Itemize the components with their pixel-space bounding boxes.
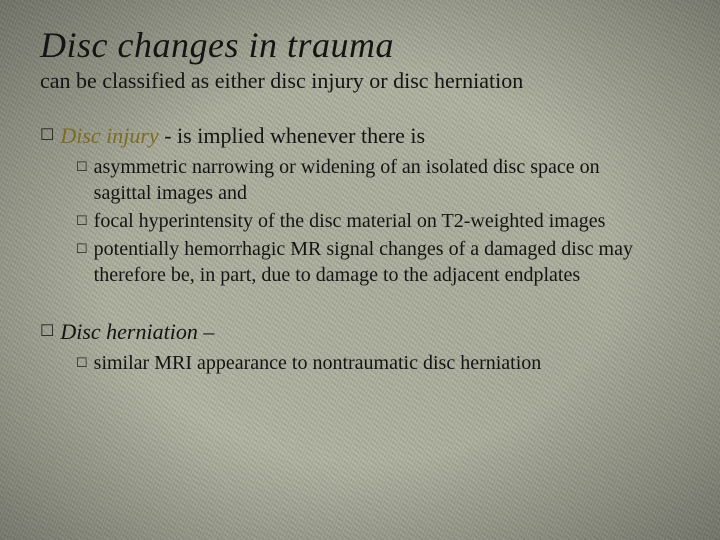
- bullet-text: Disc injury - is implied whenever there …: [60, 122, 425, 150]
- sub-bullet-text: potentially hemorrhagic MR signal change…: [94, 236, 654, 288]
- slide: Disc changes in trauma can be classified…: [0, 0, 720, 540]
- square-bullet-icon: ☐: [76, 236, 88, 262]
- sub-bullet-text: asymmetric narrowing or widening of an i…: [94, 154, 654, 206]
- emphasis-term: Disc herniation –: [60, 319, 214, 344]
- sub-bullet-text: similar MRI appearance to nontraumatic d…: [94, 350, 542, 376]
- bullet-disc-herniation: ☐ Disc herniation –: [40, 318, 680, 346]
- sub-bullet-text: focal hyperintensity of the disc materia…: [94, 208, 606, 234]
- emphasis-term: Disc injury: [60, 123, 158, 148]
- bullet-disc-injury: ☐ Disc injury - is implied whenever ther…: [40, 122, 680, 150]
- square-bullet-icon: ☐: [40, 122, 54, 150]
- slide-title: Disc changes in trauma: [40, 24, 680, 66]
- sub-bullet: ☐ potentially hemorrhagic MR signal chan…: [76, 236, 680, 288]
- sub-bullet: ☐ asymmetric narrowing or widening of an…: [76, 154, 680, 206]
- spacer: [40, 290, 680, 316]
- square-bullet-icon: ☐: [40, 318, 54, 346]
- square-bullet-icon: ☐: [76, 154, 88, 180]
- bullet-text: Disc herniation –: [60, 318, 214, 346]
- square-bullet-icon: ☐: [76, 350, 88, 376]
- sub-bullet: ☐ focal hyperintensity of the disc mater…: [76, 208, 680, 234]
- square-bullet-icon: ☐: [76, 208, 88, 234]
- bullet-rest: - is implied whenever there is: [159, 123, 425, 148]
- slide-subtitle: can be classified as either disc injury …: [40, 68, 680, 94]
- sub-bullet: ☐ similar MRI appearance to nontraumatic…: [76, 350, 680, 376]
